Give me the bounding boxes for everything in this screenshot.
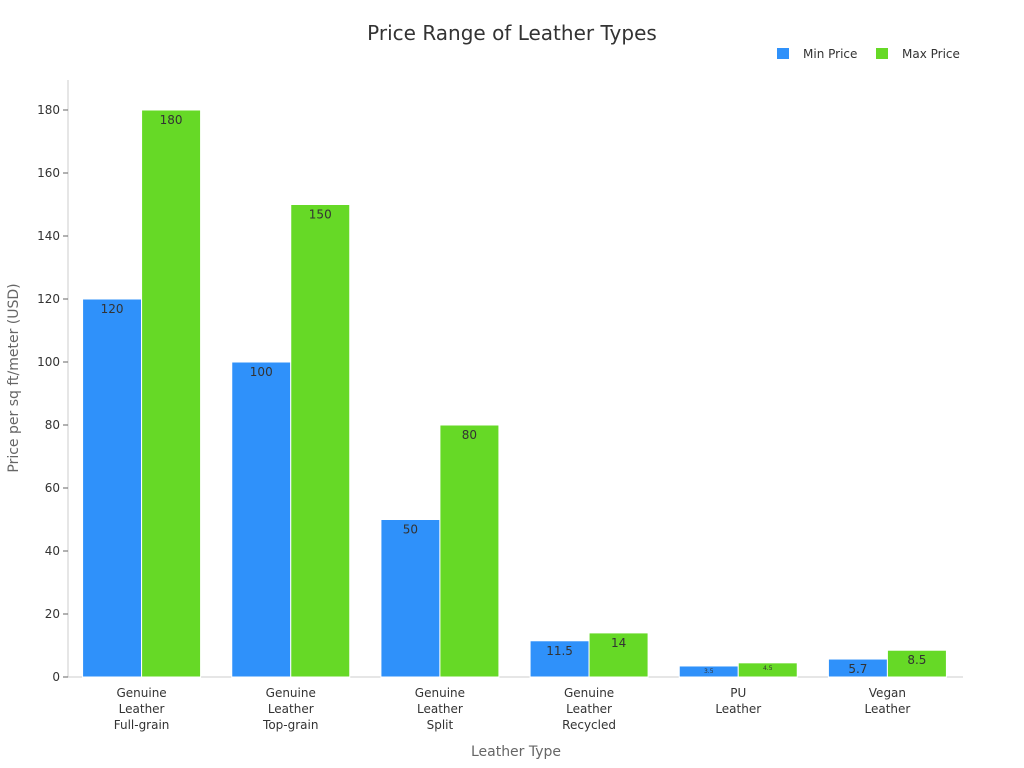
bar-max-price [439, 424, 500, 678]
y-tick-label: 100 [37, 355, 60, 369]
x-tick-label-line: PU [730, 686, 746, 700]
legend: Min Price Max Price [777, 47, 960, 61]
data-label: 180 [160, 113, 183, 127]
y-tick-label: 120 [37, 292, 60, 306]
data-label: 80 [462, 428, 477, 442]
x-tick-label-line: Leather [268, 702, 314, 716]
legend-swatch [876, 48, 888, 59]
x-tick-label-line: Leather [566, 702, 612, 716]
data-label: 8.5 [907, 653, 926, 667]
data-label: 120 [101, 302, 124, 316]
chart-title: Price Range of Leather Types [367, 21, 657, 45]
x-tick-label: Genuine Leather Recycled [562, 686, 616, 732]
bar-max-price [141, 109, 202, 678]
y-tick-label: 0 [52, 670, 60, 684]
legend-label: Max Price [902, 47, 960, 61]
bar-max-price [290, 204, 351, 678]
x-tick-label: Genuine Leather Top-grain [262, 686, 318, 732]
bar-min-price [231, 361, 292, 678]
bar-max-price [886, 649, 947, 678]
x-tick-label-line: Leather [864, 702, 910, 716]
data-label: 150 [309, 208, 332, 222]
bar-max-price [737, 662, 798, 678]
data-label: 50 [403, 523, 418, 537]
bar-max-price [588, 632, 649, 678]
y-tick-label: 20 [45, 607, 60, 621]
x-tick-label-line: Vegan [869, 686, 906, 700]
y-tick-label: 140 [37, 229, 60, 243]
x-tick-label-line: Recycled [562, 718, 616, 732]
x-tick-label: Genuine Leather Full-grain [114, 686, 170, 732]
bar-min-price [82, 298, 143, 678]
data-label: 5.7 [848, 662, 867, 676]
y-tick-label: 160 [37, 166, 60, 180]
y-tick-label: 60 [45, 481, 60, 495]
plot-area: 0 20 40 60 80 100 120 140 160 180 120 180 Genuine Lea… [37, 80, 963, 732]
legend-label: Min Price [803, 47, 857, 61]
x-tick-label-line: Split [427, 718, 454, 732]
x-tick-label-line: Leather [715, 702, 761, 716]
y-tick-label: 80 [45, 418, 60, 432]
x-tick-label: PU Leather [715, 686, 761, 716]
bar-min-price [529, 640, 590, 678]
data-label: 4.5 [763, 665, 773, 672]
data-label: 3.5 [704, 668, 714, 675]
x-tick-label-line: Genuine [564, 686, 614, 700]
y-tick-label: 180 [37, 103, 60, 117]
x-tick-label: Vegan Leather [864, 686, 910, 716]
data-label: 11.5 [546, 644, 573, 658]
x-tick-label-line: Leather [417, 702, 463, 716]
y-axis-title: Price per sq ft/meter (USD) [6, 283, 22, 472]
x-tick-label-line: Leather [119, 702, 165, 716]
x-tick-label-line: Genuine [415, 686, 465, 700]
x-tick-label-line: Genuine [116, 686, 166, 700]
data-label: 14 [611, 636, 626, 650]
data-label: 100 [250, 365, 273, 379]
x-tick-label: Genuine Leather Split [415, 686, 465, 732]
bar-min-price [380, 519, 441, 678]
x-tick-label-line: Genuine [266, 686, 316, 700]
legend-swatch [777, 48, 789, 59]
y-tick-label: 40 [45, 544, 60, 558]
x-axis-title: Leather Type [471, 744, 561, 760]
x-tick-label-line: Top-grain [262, 718, 318, 732]
x-tick-label-line: Full-grain [114, 718, 170, 732]
